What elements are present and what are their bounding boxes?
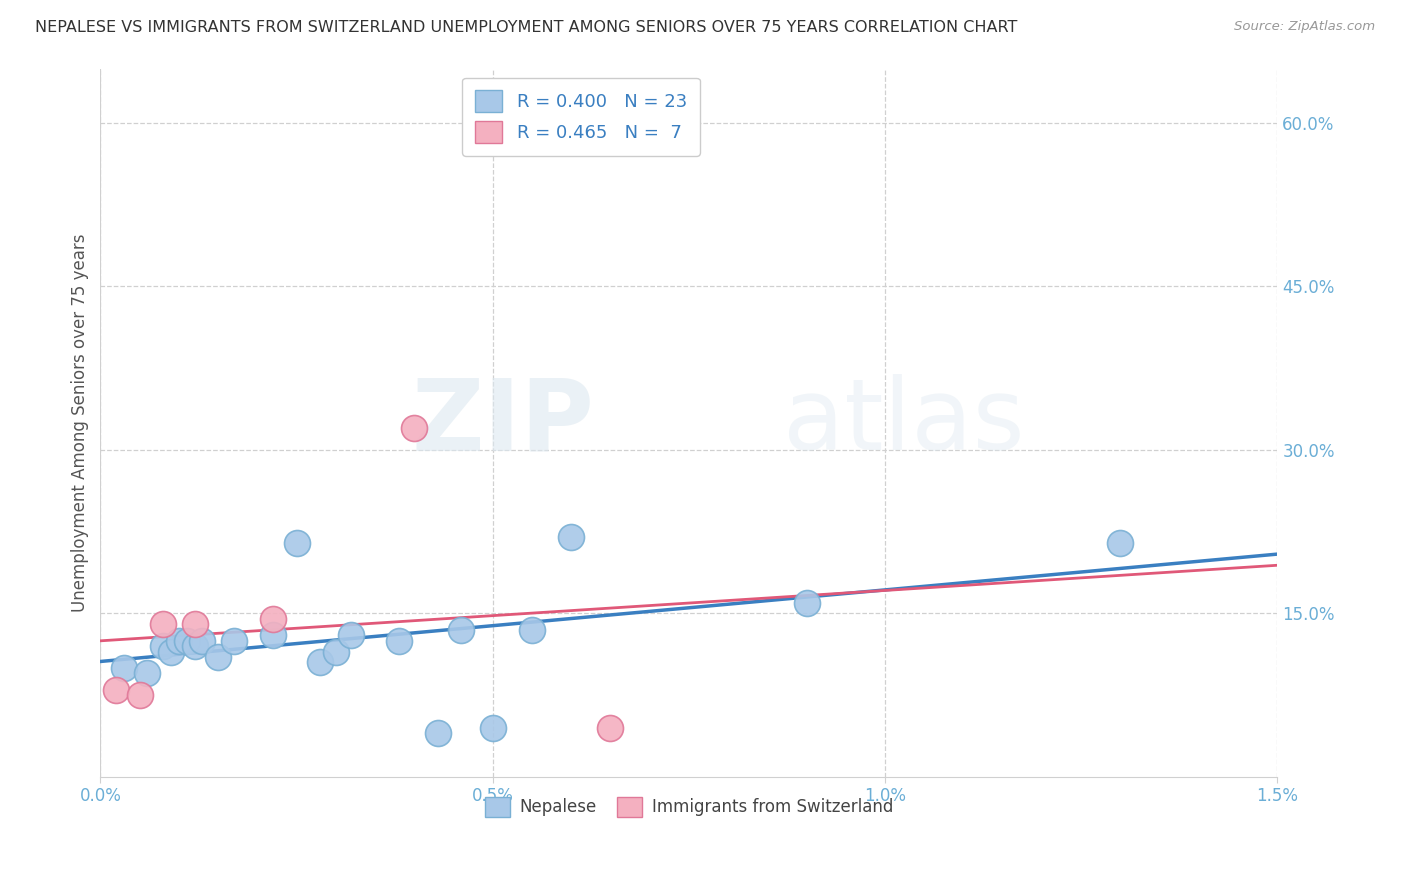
Point — [152, 617, 174, 632]
Legend: Nepalese, Immigrants from Switzerland: Nepalese, Immigrants from Switzerland — [477, 789, 901, 825]
Point — [560, 530, 582, 544]
Point — [191, 633, 214, 648]
Point — [183, 617, 205, 632]
Point — [136, 666, 159, 681]
Point — [450, 623, 472, 637]
Point — [160, 644, 183, 658]
Point — [481, 721, 503, 735]
Point — [262, 612, 284, 626]
Point — [599, 721, 621, 735]
Point — [152, 639, 174, 653]
Text: atlas: atlas — [783, 374, 1025, 471]
Point — [128, 688, 150, 702]
Text: Source: ZipAtlas.com: Source: ZipAtlas.com — [1234, 20, 1375, 33]
Point — [387, 633, 409, 648]
Point — [262, 628, 284, 642]
Point — [222, 633, 245, 648]
Point — [167, 633, 190, 648]
Point — [426, 726, 449, 740]
Point — [404, 421, 426, 435]
Text: ZIP: ZIP — [412, 374, 595, 471]
Point — [285, 535, 308, 549]
Point — [309, 656, 332, 670]
Point — [520, 623, 543, 637]
Point — [176, 633, 198, 648]
Y-axis label: Unemployment Among Seniors over 75 years: Unemployment Among Seniors over 75 years — [72, 234, 89, 612]
Point — [796, 595, 818, 609]
Point — [340, 628, 363, 642]
Point — [105, 682, 128, 697]
Point — [325, 644, 347, 658]
Text: NEPALESE VS IMMIGRANTS FROM SWITZERLAND UNEMPLOYMENT AMONG SENIORS OVER 75 YEARS: NEPALESE VS IMMIGRANTS FROM SWITZERLAND … — [35, 20, 1018, 35]
Point — [183, 639, 205, 653]
Point — [207, 650, 229, 665]
Point — [1109, 535, 1132, 549]
Point — [112, 661, 135, 675]
